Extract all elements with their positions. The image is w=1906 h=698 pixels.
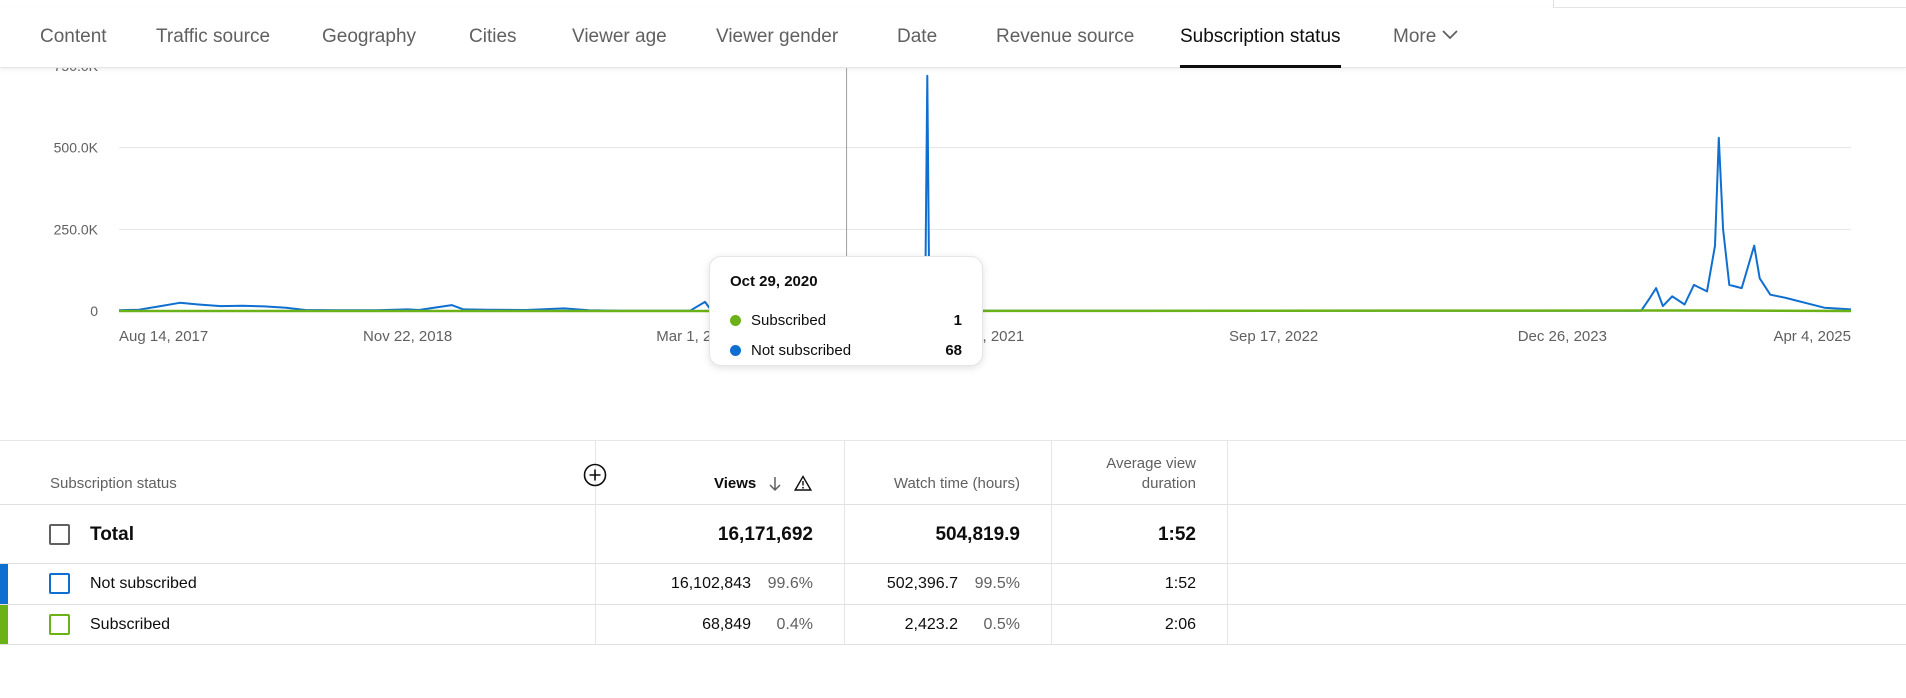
tooltip-date: Oct 29, 2020 [730,273,818,290]
table-row-total: Total 16,171,692 504,819.9 1:52 [0,505,1906,564]
total-avg-duration: 1:52 [1157,524,1196,545]
tab-traffic-source[interactable]: Traffic source [156,26,271,47]
tab-viewer-age[interactable]: Viewer age [572,26,667,47]
row-views-pct: 0.4% [776,616,813,633]
row-watch-time: 502,396.7 [886,575,958,592]
column-divider [844,441,845,645]
chart-svg: 0 250.0K 500.0K 750.0K Aug 14, 2017 Nov 22, 2… [54,68,1852,345]
total-watch-time: 504,819.9 [935,524,1020,545]
column-divider [1051,441,1052,645]
subscribed-checkbox[interactable] [49,614,70,635]
tab-content[interactable]: Content [40,26,107,47]
tab-date[interactable]: Date [897,26,938,47]
y-tick-label: 0 [90,303,98,319]
table-row: Subscribed 68,849 0.4% 2,423.2 0.5% 2:06 [0,605,1906,645]
tooltip-row-subscribed: Subscribed 1 [730,305,962,335]
y-tick-label: 250.0K [54,221,99,237]
header-average-view-duration[interactable]: Average view duration [1106,455,1196,492]
tooltip-label: Not subscribed [751,341,852,359]
header-subscription-status[interactable]: Subscription status [50,475,177,492]
y-tick-label: 750.0K [54,68,99,74]
tooltip-value: 68 [945,341,962,359]
data-table: Subscription status Views Watch time (ho… [0,440,1906,645]
x-tick-label: Sep 17, 2022 [1229,328,1318,345]
table-header: Subscription status Views Watch time (ho… [0,441,1906,505]
y-tick-label: 500.0K [54,140,99,156]
table-row: Not subscribed 16,102,843 99.6% 502,396.… [0,564,1906,605]
tooltip-row-not-subscribed: Not subscribed 68 [730,335,962,365]
tab-more[interactable]: More [1393,26,1458,68]
not-subscribed-dot-icon [730,344,741,356]
subscribed-dot-icon [730,314,741,326]
not-subscribed-checkbox[interactable] [49,573,70,594]
chart-tooltip: Oct 29, 2020 Subscribed 1 Not subscribed… [709,256,983,366]
header-watch-time[interactable]: Watch time (hours) [893,475,1020,492]
tab-more-label: More [1393,26,1437,47]
x-tick-label: Apr 4, 2025 [1773,328,1851,345]
add-metric-button[interactable] [583,463,607,487]
series-line-subscribed [119,309,1852,313]
tooltip-value: 1 [953,311,962,329]
row-views: 16,102,843 [670,575,751,592]
warning-icon[interactable] [793,475,813,496]
row-avg-duration: 2:06 [1164,616,1196,633]
header-avg-line2: duration [1141,475,1196,492]
series-line-not-subscribed [118,74,1852,312]
x-tick-label: Dec 26, 2023 [1518,328,1607,345]
chevron-down-icon [1442,24,1458,46]
tooltip-label: Subscribed [751,311,827,329]
row-watch-pct: 99.5% [974,575,1020,592]
tab-subscription-status[interactable]: Subscription status [1180,26,1341,68]
tab-revenue-source[interactable]: Revenue source [996,26,1135,47]
tab-cities[interactable]: Cities [469,26,517,47]
header-avg-line1: Average view [1106,455,1196,472]
dimension-tabs: Content Traffic source Geography Cities … [0,8,1906,68]
total-checkbox[interactable] [49,524,70,545]
top-rule [1553,7,1906,8]
row-views-pct: 99.6% [767,575,813,592]
row-label: Not subscribed [90,575,197,592]
row-label: Subscribed [90,616,171,633]
tab-geography[interactable]: Geography [322,26,417,47]
series-color-stripe [0,564,8,604]
plus-circle-icon [583,463,607,487]
tab-viewer-gender[interactable]: Viewer gender [716,26,839,47]
sort-down-arrow-icon[interactable] [767,475,783,498]
x-tick-label: Aug 14, 2017 [119,328,208,345]
views-chart[interactable]: 0 250.0K 500.0K 750.0K Aug 14, 2017 Nov 22, 2… [0,68,1906,440]
header-views[interactable]: Views [714,475,757,492]
row-views: 68,849 [702,616,751,633]
column-divider [595,441,596,645]
row-watch-time: 2,423.2 [904,616,958,633]
top-divider [1553,0,1554,8]
column-divider [1227,441,1228,645]
row-watch-pct: 0.5% [983,616,1020,633]
series-color-stripe [0,605,8,644]
x-tick-label: Nov 22, 2018 [363,328,452,345]
row-avg-duration: 1:52 [1164,575,1196,592]
total-views: 16,171,692 [717,524,813,545]
row-label: Total [90,524,134,545]
